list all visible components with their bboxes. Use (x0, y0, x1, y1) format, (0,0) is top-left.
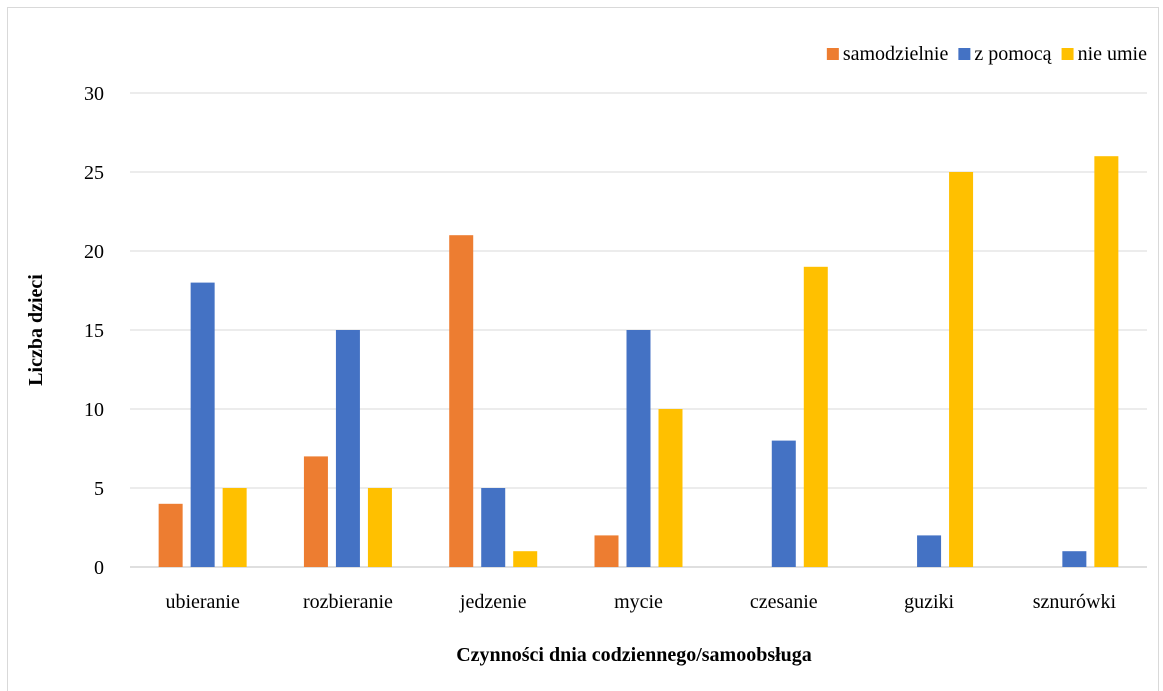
legend-swatch (958, 48, 971, 60)
x-tick-label: czesanie (750, 591, 818, 613)
y-tick-label: 20 (84, 241, 104, 263)
y-tick-label: 5 (94, 478, 104, 500)
y-tick-label: 25 (84, 162, 104, 184)
bar (917, 535, 942, 567)
x-tick-label: jedzenie (459, 591, 527, 613)
legend-swatch (1061, 48, 1074, 60)
bar (335, 330, 360, 567)
bar (594, 535, 619, 567)
bar (1094, 156, 1119, 567)
bar (658, 409, 683, 567)
bar (626, 330, 651, 567)
y-tick-label: 10 (84, 399, 104, 421)
bar (949, 172, 974, 567)
y-tick-label: 30 (84, 83, 104, 105)
chart-frame (7, 7, 1159, 691)
y-axis-ticks: 0 5 10 15 20 25 30 (84, 83, 104, 579)
bar (513, 551, 538, 567)
bars (158, 156, 1119, 567)
y-axis-title: Liczba dzieci (25, 274, 47, 386)
x-tick-label: guziki (904, 591, 954, 613)
x-axis-ticks: ubieranie rozbieranie jedzenie mycie czesani… (165, 591, 1116, 613)
x-tick-label: mycie (614, 591, 663, 613)
legend-label: nie umie (1078, 43, 1148, 65)
legend-swatch (826, 48, 839, 60)
y-tick-label: 15 (84, 320, 104, 342)
bar (771, 440, 796, 567)
bar (367, 488, 392, 567)
bar (303, 456, 328, 567)
bar (190, 282, 215, 567)
x-tick-label: rozbieranie (303, 591, 393, 613)
bar (481, 488, 506, 567)
x-tick-label: sznurówki (1033, 591, 1117, 613)
bar (222, 488, 247, 567)
x-tick-label: ubieranie (165, 591, 240, 613)
bar (1062, 551, 1087, 567)
legend: samodzielnie z pomocą nie umie (826, 43, 1148, 65)
bar (449, 235, 474, 567)
bar (803, 266, 828, 567)
x-axis-title: Czynności dnia codziennego/samoobsługa (456, 644, 812, 666)
legend-label: samodzielnie (843, 43, 949, 65)
legend-label: z pomocą (974, 43, 1052, 65)
y-tick-label: 0 (94, 557, 104, 579)
bar (158, 503, 183, 567)
